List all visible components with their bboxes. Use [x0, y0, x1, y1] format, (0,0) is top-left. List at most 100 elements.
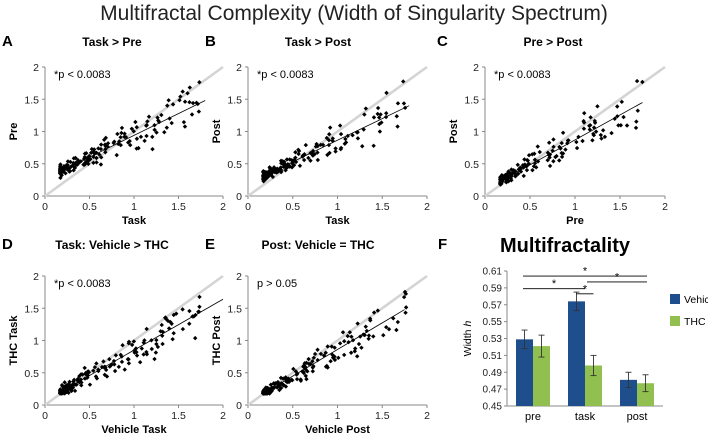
- data-point: [395, 124, 400, 129]
- data-point: [278, 375, 284, 381]
- data-point: [547, 155, 552, 160]
- data-point: [78, 372, 84, 377]
- y-tick-label: 0.49: [483, 368, 503, 379]
- x-tick-label: 1.5: [375, 201, 390, 213]
- data-point: [268, 166, 274, 171]
- data-point: [91, 147, 97, 152]
- p-value-annotation: p > 0.05: [257, 278, 297, 290]
- data-point: [305, 369, 310, 374]
- data-point: [376, 115, 382, 120]
- data-point: [71, 168, 76, 173]
- data-point: [197, 294, 202, 300]
- x-tick-label: 2: [220, 410, 226, 422]
- data-point: [362, 112, 367, 117]
- data-point: [323, 350, 328, 355]
- fit-line: [62, 100, 206, 171]
- data-point: [377, 129, 383, 134]
- data-point: [154, 341, 159, 347]
- x-tick-label: 1.5: [613, 201, 628, 213]
- fit-line: [62, 298, 224, 392]
- p-value-annotation: *p < 0.0083: [494, 69, 551, 81]
- data-point: [340, 330, 346, 335]
- y-tick-label: 2: [33, 62, 39, 74]
- legend-swatch-thc: [670, 316, 680, 326]
- data-point: [401, 294, 407, 300]
- data-point: [75, 377, 80, 383]
- data-point: [375, 308, 381, 313]
- y-tick-label: 1: [33, 336, 39, 348]
- data-points: [261, 79, 408, 184]
- data-point: [403, 310, 408, 315]
- x-tick-label: 2: [424, 201, 430, 213]
- data-point: [308, 158, 313, 163]
- scatter-panel-a: A Task > Pre 0 0.5 1 1.5 2 0 0.5 1 1.5 2 Task Pre *p <…: [2, 33, 226, 227]
- category-label: pre: [525, 411, 541, 423]
- data-point: [122, 134, 127, 140]
- data-point: [338, 131, 344, 137]
- data-point: [332, 357, 338, 363]
- data-point: [633, 125, 639, 131]
- y-tick-label: 1.5: [464, 94, 479, 106]
- data-point: [153, 350, 159, 355]
- panel-letter: F: [438, 236, 447, 253]
- data-point: [590, 138, 595, 143]
- significance-star: *: [583, 266, 588, 278]
- data-point: [126, 357, 131, 362]
- y-axis-label: Width h: [462, 321, 474, 357]
- data-point: [302, 361, 307, 366]
- data-point: [524, 163, 529, 169]
- y-tick-label: 0.61: [483, 267, 503, 278]
- data-point: [343, 140, 349, 145]
- data-point: [598, 132, 604, 138]
- data-point: [144, 133, 149, 139]
- data-point: [337, 341, 343, 346]
- y-axis-label: Post: [211, 119, 223, 143]
- data-point: [595, 104, 600, 109]
- x-tick-label: 2: [424, 410, 430, 422]
- data-point: [329, 344, 334, 349]
- data-point: [504, 171, 510, 177]
- data-point: [150, 134, 155, 140]
- data-point: [86, 161, 91, 167]
- data-point: [304, 376, 309, 382]
- data-point: [72, 164, 77, 170]
- data-point: [499, 172, 505, 178]
- data-point: [378, 112, 383, 117]
- data-point: [116, 141, 121, 147]
- data-point: [65, 162, 70, 168]
- data-point: [366, 336, 371, 341]
- data-point: [122, 131, 127, 136]
- data-point: [386, 326, 392, 332]
- data-point: [289, 158, 294, 163]
- x-tick-label: 1: [131, 201, 137, 213]
- p-value-annotation: *p < 0.0083: [257, 69, 314, 81]
- y-tick-label: 2: [473, 62, 479, 74]
- data-point: [283, 168, 288, 173]
- data-point: [551, 159, 556, 164]
- data-point: [379, 120, 384, 125]
- y-tick-label: 1.5: [227, 94, 242, 106]
- data-point: [144, 349, 149, 355]
- data-point: [144, 122, 149, 128]
- data-point: [181, 119, 187, 125]
- data-point: [182, 99, 188, 104]
- data-point: [349, 334, 354, 339]
- y-tick-label: 1.5: [24, 94, 39, 106]
- data-point: [371, 310, 377, 315]
- data-point: [315, 157, 321, 163]
- y-tick-label: 1.5: [227, 303, 242, 315]
- data-point: [115, 131, 120, 137]
- data-point: [58, 162, 63, 167]
- data-point: [59, 172, 64, 178]
- data-point: [635, 108, 640, 113]
- data-point: [286, 163, 292, 168]
- data-point: [618, 123, 624, 128]
- data-point: [563, 147, 568, 152]
- data-point: [345, 333, 350, 339]
- data-point: [291, 366, 296, 372]
- data-point: [403, 305, 409, 310]
- data-point: [546, 140, 552, 145]
- data-point: [197, 80, 202, 85]
- data-point: [530, 167, 535, 173]
- data-point: [582, 110, 587, 116]
